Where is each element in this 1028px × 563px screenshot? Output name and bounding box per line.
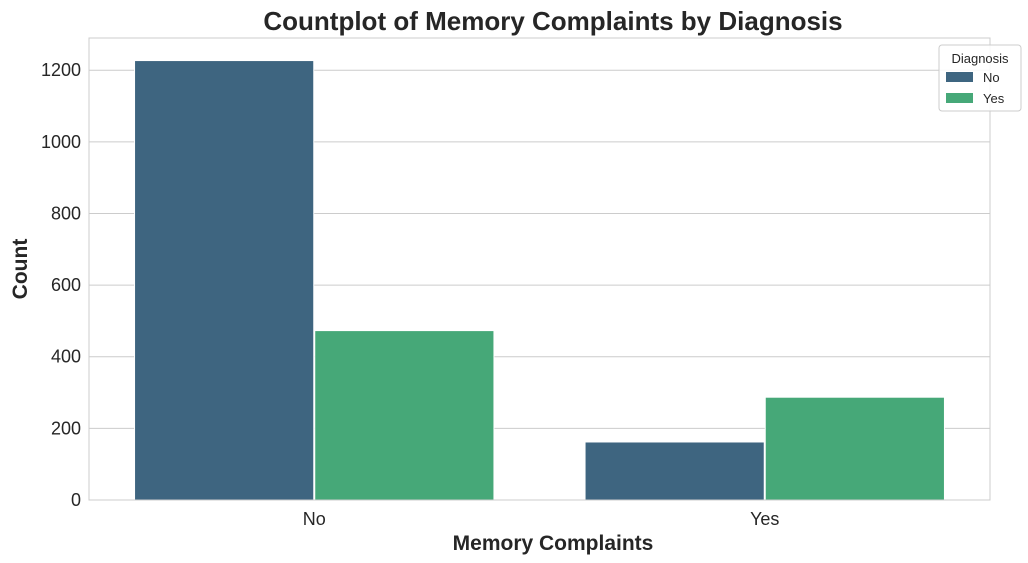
y-tick-label: 600 — [51, 275, 81, 295]
plot-frame — [88, 37, 991, 501]
x-axis-ticks: No Yes — [303, 509, 780, 529]
legend-swatch-no — [946, 72, 973, 82]
legend-label-yes: Yes — [983, 91, 1005, 106]
chart-title: Countplot of Memory Complaints by Diagno… — [263, 6, 842, 36]
bar-yes-no — [584, 441, 765, 501]
y-tick-label: 800 — [51, 203, 81, 223]
legend-label-no: No — [983, 70, 1000, 85]
x-axis-label: Memory Complaints — [453, 532, 654, 555]
y-tick-label: 400 — [51, 347, 81, 367]
x-tick-label: No — [303, 509, 326, 529]
legend-swatch-yes — [946, 93, 973, 103]
bar-no-yes — [314, 330, 495, 501]
y-tick-label: 200 — [51, 418, 81, 438]
y-axis-label: Count — [9, 239, 32, 300]
bars — [134, 60, 945, 501]
y-tick-label: 1200 — [41, 60, 81, 80]
y-tick-label: 0 — [71, 490, 81, 510]
legend: Diagnosis No Yes — [938, 44, 1022, 112]
bar-yes-yes — [764, 396, 945, 501]
x-tick-label: Yes — [750, 509, 779, 529]
bar-no-no — [134, 60, 315, 501]
legend-title: Diagnosis — [951, 51, 1009, 66]
y-axis-ticks: 0 200 400 600 800 1000 1200 — [41, 60, 81, 510]
y-tick-label: 1000 — [41, 132, 81, 152]
